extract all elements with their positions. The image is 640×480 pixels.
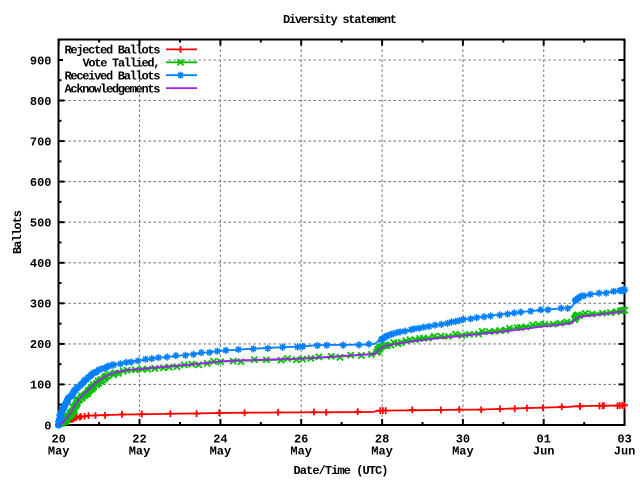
svg-text:Rejected Ballots: Rejected Ballots (65, 44, 161, 58)
svg-text:500: 500 (30, 217, 52, 231)
svg-text:Date/Time (UTC): Date/Time (UTC) (294, 464, 389, 478)
svg-text:May: May (129, 445, 151, 459)
svg-text:0: 0 (44, 419, 51, 433)
svg-text:100: 100 (30, 379, 52, 393)
svg-text:800: 800 (30, 95, 52, 109)
svg-text:200: 200 (30, 338, 52, 352)
svg-text:Jun: Jun (533, 445, 555, 459)
svg-text:600: 600 (30, 176, 52, 190)
svg-text:22: 22 (132, 432, 146, 446)
svg-text:01: 01 (536, 432, 550, 446)
svg-text:Ballots: Ballots (11, 210, 25, 254)
svg-text:30: 30 (456, 432, 470, 446)
svg-text:03: 03 (617, 432, 631, 446)
svg-text:May: May (290, 445, 312, 459)
svg-text:May: May (452, 445, 474, 459)
svg-text:700: 700 (30, 135, 52, 149)
svg-text:Received Ballots: Received Ballots (65, 70, 161, 84)
svg-text:20: 20 (51, 432, 65, 446)
svg-text:Jun: Jun (614, 445, 636, 459)
svg-text:300: 300 (30, 298, 52, 312)
svg-text:28: 28 (375, 432, 389, 446)
svg-text:26: 26 (294, 432, 308, 446)
svg-text:May: May (210, 445, 232, 459)
svg-text:Acknowledgements: Acknowledgements (65, 82, 161, 96)
svg-text:Vote Tallied,: Vote Tallied, (83, 57, 161, 71)
svg-text:Diversity statement: Diversity statement (283, 13, 397, 27)
svg-text:May: May (48, 445, 70, 459)
svg-text:900: 900 (30, 54, 52, 68)
svg-text:24: 24 (213, 432, 227, 446)
svg-text:May: May (371, 445, 393, 459)
svg-text:400: 400 (30, 257, 52, 271)
